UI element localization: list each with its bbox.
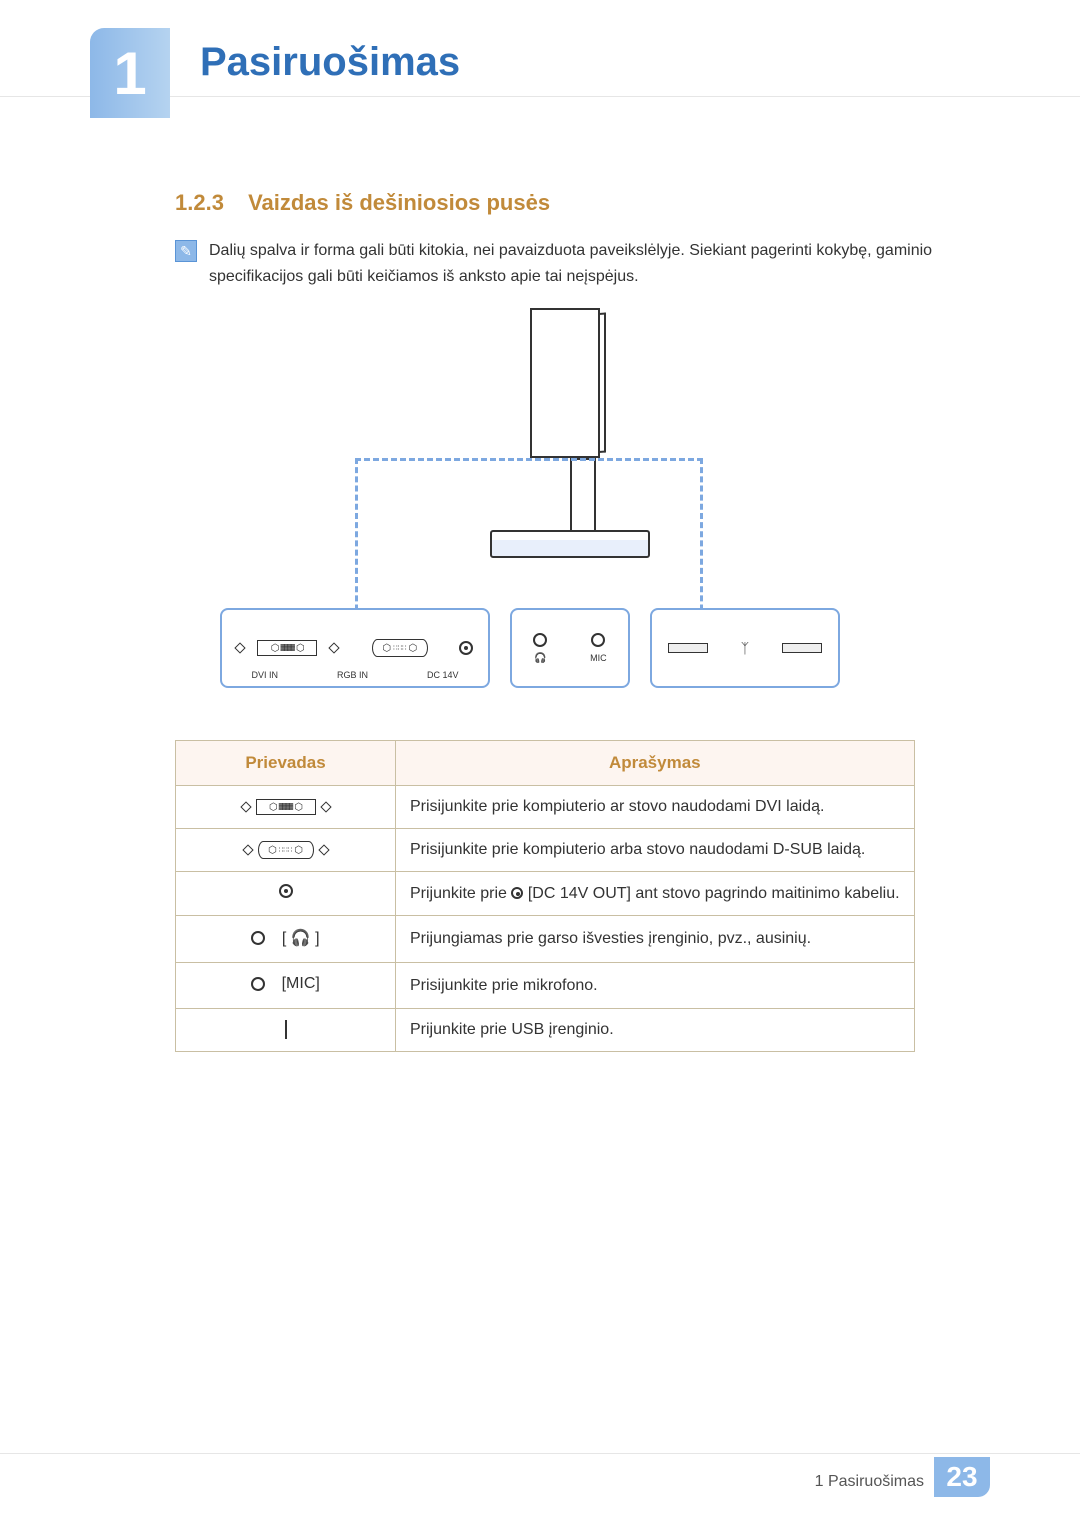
ports-group-c: ᛉ [650, 608, 840, 688]
note-row: ✎ Dalių spalva ir forma gali būti kitoki… [175, 238, 990, 289]
callout-line [355, 458, 703, 461]
port-label: DVI IN [251, 670, 278, 680]
table-row: Prijunkite prie [DC 14V OUT] ant stovo p… [176, 872, 915, 916]
section-number: 1.2.3 [175, 190, 224, 215]
table-row: [ 🎧 ] Prijungiamas prie garso išvesties … [176, 916, 915, 963]
port-icon-usb [176, 1009, 396, 1052]
footer-page-number: 23 [934, 1457, 990, 1497]
section-title: Vaizdas iš dešiniosios pusės [248, 190, 550, 215]
monitor-side-view [520, 308, 630, 568]
chapter-number: 1 [113, 39, 146, 108]
port-desc: Prijungiamas prie garso išvesties įrengi… [396, 916, 915, 963]
note-icon: ✎ [175, 240, 197, 262]
table-row: [MIC] Prisijunkite prie mikrofono. [176, 963, 915, 1009]
ports-group-a: ▓▓▓▓ ∷∷∷ DVI IN RGB IN DC 14V [220, 608, 490, 688]
monitor-diagram: ▓▓▓▓ ∷∷∷ DVI IN RGB IN DC 14V 🎧 [220, 308, 860, 718]
usb-icon: ᛉ [741, 640, 749, 656]
port-label: MIC [590, 653, 607, 663]
port-desc: Prisijunkite prie kompiuterio arba stovo… [396, 829, 915, 872]
table-row: ▓▓▓▓ Prisijunkite prie kompiuterio ar st… [176, 786, 915, 829]
port-description-table: Prievadas Aprašymas ▓▓▓▓ Prisijunkite pr… [175, 740, 915, 1052]
port-desc: Prijunkite prie USB įrenginio. [396, 1009, 915, 1052]
footer-chapter-ref: 1 Pasiruošimas [815, 1473, 924, 1497]
chapter-badge: 1 [90, 28, 170, 118]
port-icon-dvi: ▓▓▓▓ [176, 786, 396, 829]
page: 1 Pasiruošimas 1.2.3 Vaizdas iš dešinios… [0, 0, 1080, 1527]
table-header-desc: Aprašymas [396, 741, 915, 786]
port-icon-mic: [MIC] [176, 963, 396, 1009]
table-header-port: Prievadas [176, 741, 396, 786]
table-row: ∷∷∷ Prisijunkite prie kompiuterio arba s… [176, 829, 915, 872]
note-text: Dalių spalva ir forma gali būti kitokia,… [209, 238, 990, 289]
port-label: DC 14V [427, 670, 459, 680]
port-label: RGB IN [337, 670, 368, 680]
page-footer: 1 Pasiruošimas 23 [0, 1453, 1080, 1497]
port-desc: Prisijunkite prie kompiuterio ar stovo n… [396, 786, 915, 829]
section-heading: 1.2.3 Vaizdas iš dešiniosios pusės [175, 190, 550, 216]
port-desc: Prijunkite prie [DC 14V OUT] ant stovo p… [396, 872, 915, 916]
ports-panel: ▓▓▓▓ ∷∷∷ DVI IN RGB IN DC 14V 🎧 [220, 608, 860, 698]
ports-group-b: 🎧 MIC [510, 608, 630, 688]
chapter-title: Pasiruošimas [200, 40, 460, 85]
port-icon-vga: ∷∷∷ [176, 829, 396, 872]
port-icon-dc [176, 872, 396, 916]
port-label: 🎧 [533, 653, 547, 664]
port-icon-headphone: [ 🎧 ] [176, 916, 396, 963]
port-desc: Prisijunkite prie mikrofono. [396, 963, 915, 1009]
table-row: Prijunkite prie USB įrenginio. [176, 1009, 915, 1052]
table-header-row: Prievadas Aprašymas [176, 741, 915, 786]
